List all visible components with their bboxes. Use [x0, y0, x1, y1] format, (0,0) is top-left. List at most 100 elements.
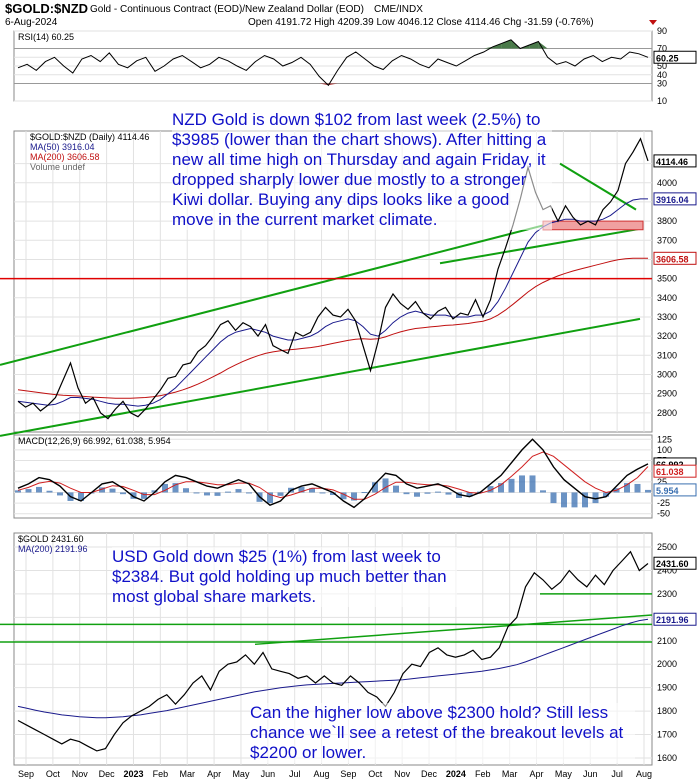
macd-y-tick: -25 [657, 498, 670, 508]
macd-histogram-bar [193, 492, 200, 494]
usd-price-x-tick: May [232, 769, 250, 779]
usd-price-x-tick: Dec [99, 769, 116, 779]
nzd-price-y-tick: 3700 [657, 235, 677, 245]
usd-price-x-tick: Jun [261, 769, 276, 779]
macd-histogram-bar [561, 492, 567, 508]
macd-histogram-bar [78, 492, 84, 501]
macd-histogram-bar [162, 483, 168, 493]
macd-histogram-bar [46, 490, 53, 493]
macd-histogram-bar [382, 478, 389, 493]
usd-price-x-tick: Jul [611, 769, 623, 779]
macd-y-tick: 125 [657, 434, 672, 444]
chart-symbol: $GOLD:$NZD [5, 1, 88, 16]
macd-histogram-bar [309, 488, 315, 493]
usd-price-y-tick: 1800 [657, 706, 677, 716]
chart-description: Gold - Continuous Contract (EOD)/New Zea… [90, 4, 364, 15]
usd-price-last-value-box [653, 612, 697, 626]
rsi-overbought-fill [501, 39, 512, 49]
usd-price-x-tick: Oct [46, 769, 61, 779]
macd-line [17, 438, 649, 509]
macd-histogram-bar [319, 492, 326, 494]
usd-price-x-tick: Dec [421, 769, 438, 779]
nzd-legend-volume: Volume undef [30, 162, 86, 172]
macd-histogram-bar [57, 492, 63, 496]
macd-histogram-bar [330, 492, 336, 496]
macd-histogram-bar [172, 483, 179, 493]
usd-price-x-tick: May [555, 769, 573, 779]
macd-y-tick: 100 [657, 445, 672, 455]
macd-histogram-bar [403, 492, 410, 495]
nzd-price-y-tick: 3500 [657, 274, 677, 284]
macd-histogram-bar [25, 489, 32, 493]
macd-histogram-bar [435, 491, 441, 493]
rsi-last-value-box [653, 50, 697, 64]
rsi-overbought-fill [538, 41, 548, 49]
usd-price-x-tick: Feb [475, 769, 491, 779]
macd-histogram-bar [550, 492, 557, 504]
usd-price-x-tick: Apr [207, 769, 221, 779]
nzd-legend-ma50: MA(50) 3916.04 [30, 142, 95, 152]
usd-price-x-tick: Aug [314, 769, 330, 779]
macd-panel-frame [13, 434, 653, 519]
macd-title: MACD(12,26,9) 66.992, 61.038, 5.954 [18, 436, 171, 446]
usd-price-y-tick: 1700 [657, 730, 677, 740]
usd-price-x-tick: Apr [530, 769, 544, 779]
usd-price-y-tick: 1900 [657, 683, 677, 693]
nzd-price-y-tick: 2900 [657, 389, 677, 399]
rsi-oversold-fill [319, 83, 329, 86]
macd-histogram-bar [267, 492, 273, 504]
macd-histogram-bar [109, 488, 116, 493]
macd-histogram-bar [246, 492, 252, 494]
macd-histogram-bar [372, 482, 378, 493]
rsi-y-tick: 30 [657, 79, 667, 89]
macd-last-value-box [653, 483, 697, 497]
macd-histogram-bar [582, 492, 588, 508]
nzd-price-y-tick: 2800 [657, 408, 677, 418]
usd-price-x-tick: Sep [18, 769, 34, 779]
macd-histogram-bar [445, 492, 452, 495]
rsi-y-tick: 50 [657, 61, 667, 71]
usd-price-last-value-label: 2431.60 [656, 559, 689, 569]
macd-histogram-bar [571, 492, 578, 508]
macd-histogram-bar [624, 483, 630, 493]
usd-price-x-tick: 2024 [446, 769, 466, 779]
macd-histogram-bar [120, 492, 126, 495]
nzd-rising-support-line [439, 227, 641, 265]
usd-price-x-tick: Oct [368, 769, 383, 779]
nzd-price-y-tick: 4000 [657, 178, 677, 188]
macd-histogram-bar [393, 485, 399, 493]
usd-rising-trend-line [254, 614, 653, 646]
macd-y-tick: -50 [657, 509, 670, 519]
macd-histogram-bar [466, 492, 473, 497]
nzd-price-last-value-box [653, 192, 697, 206]
usd-price-y-tick: 2500 [657, 542, 677, 552]
macd-histogram-bar [277, 492, 284, 496]
macd-y-tick: 25 [657, 477, 667, 487]
usd-price-y-tick: 2300 [657, 589, 677, 599]
macd-histogram-bar [361, 492, 368, 494]
annotation-usd-gold: USD Gold down $25 (1%) from last week to… [112, 547, 457, 607]
usd-price-x-tick: Jun [583, 769, 598, 779]
macd-histogram-bar [151, 490, 158, 493]
usd-price-x-tick: Mar [502, 769, 518, 779]
macd-histogram-bar [414, 492, 420, 497]
usd-price-y-tick: 1600 [657, 753, 677, 763]
macd-histogram-bar [540, 490, 546, 493]
usd-price-x-tick: Sep [340, 769, 356, 779]
macd-signal-line [17, 451, 649, 500]
annotation-nzd-gold: NZD Gold is down $102 from last week (2.… [172, 110, 552, 230]
nzd-price-last-value-box [653, 251, 697, 265]
nzd-price-y-tick: 3300 [657, 312, 677, 322]
macd-last-value-label: 5.954 [656, 486, 679, 496]
nzd-legend-price: $GOLD:$NZD (Daily) 4114.46 [30, 132, 149, 142]
nzd-upper-channel-line [0, 223, 546, 366]
macd-histogram-bar [634, 483, 641, 493]
usd-price-x-tick: Mar [179, 769, 195, 779]
macd-histogram-bar [592, 492, 599, 504]
usd-price-y-tick: 2400 [657, 565, 677, 575]
macd-histogram-bar [183, 488, 189, 493]
usd-price-y-tick: 2000 [657, 659, 677, 669]
usd-price-x-tick: Nov [394, 769, 411, 779]
macd-histogram-bar [351, 492, 357, 501]
annotation-breakout-levels: Can the higher low above $2300 hold? Sti… [250, 703, 635, 763]
